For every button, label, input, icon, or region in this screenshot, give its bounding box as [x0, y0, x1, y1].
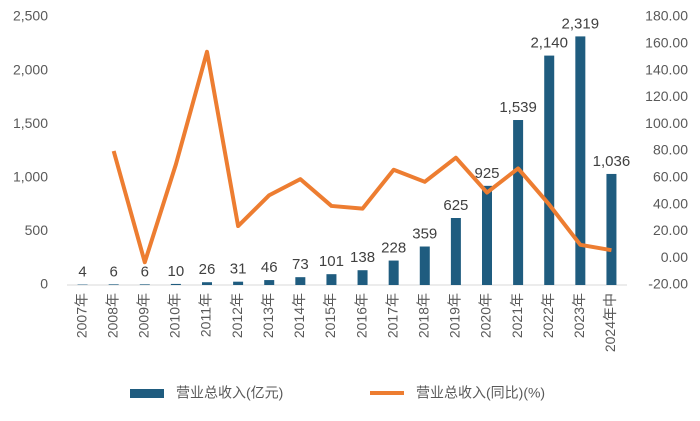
value-label: 2,319	[562, 15, 600, 32]
y2-tick-label: 0.00	[661, 249, 688, 265]
x-tick-label: 2023年	[571, 293, 587, 338]
bar	[202, 282, 212, 285]
x-tick-label: 2009年	[135, 293, 151, 338]
value-label: 6	[141, 263, 149, 280]
y2-tick-label: 160.00	[645, 35, 688, 51]
bar	[482, 186, 492, 285]
bar	[233, 282, 243, 285]
line	[114, 52, 612, 262]
x-tick-label: 2024年中	[602, 293, 618, 352]
value-label: 101	[319, 253, 344, 270]
x-tick-label: 2018年	[415, 293, 431, 338]
legend-label: 营业总收入(亿元)	[176, 385, 283, 401]
value-label: 625	[443, 197, 468, 214]
x-tick-label: 2011年	[198, 293, 214, 337]
y2-tick-label: 100.00	[645, 115, 688, 131]
value-label: 31	[230, 261, 247, 278]
y2-tick-label: 40.00	[653, 195, 688, 211]
x-tick-label: 2022年	[540, 293, 556, 338]
x-tick-label: 2010年	[167, 293, 183, 338]
value-label: 228	[381, 240, 406, 257]
x-tick-label: 2007年	[73, 293, 89, 338]
y-tick-label: 1,500	[13, 115, 48, 131]
y-tick-label: 2,500	[13, 8, 48, 24]
legend-swatch	[130, 389, 164, 398]
y2-tick-label: 140.00	[645, 61, 688, 77]
x-tick-label: 2020年	[478, 293, 494, 338]
x-tick-label: 2021年	[509, 293, 525, 338]
y2-tick-label: 20.00	[653, 222, 688, 238]
value-label: 26	[199, 261, 216, 278]
bar	[575, 36, 585, 285]
bar	[420, 247, 430, 285]
value-label: 359	[412, 225, 437, 242]
x-tick-label: 2019年	[447, 293, 463, 338]
bar	[513, 120, 523, 285]
value-label: 4	[78, 264, 86, 281]
bar	[451, 218, 461, 285]
x-tick-label: 2008年	[104, 293, 120, 338]
value-label: 73	[292, 256, 309, 273]
x-tick-label: 2014年	[291, 293, 307, 338]
y-tick-label: 0	[40, 276, 48, 292]
value-label: 46	[261, 259, 278, 276]
bar	[326, 274, 336, 285]
x-tick-label: 2012年	[229, 293, 245, 338]
y2-tick-label: 120.00	[645, 88, 688, 104]
bar	[606, 174, 616, 285]
bar	[171, 284, 181, 285]
y2-tick-label: 80.00	[653, 142, 688, 158]
value-label: 1,036	[593, 153, 631, 170]
legend-label: 营业总收入(同比)(%)	[416, 385, 545, 401]
value-label: 6	[109, 263, 117, 280]
y-tick-label: 1,000	[13, 169, 48, 185]
bar	[264, 280, 274, 285]
value-label: 138	[350, 249, 375, 266]
bar	[544, 56, 554, 285]
value-label: 10	[168, 263, 185, 280]
y-tick-label: 2,000	[13, 61, 48, 77]
y-tick-label: 500	[25, 222, 49, 238]
y2-tick-label: 60.00	[653, 169, 688, 185]
bar	[389, 261, 399, 285]
x-tick-label: 2016年	[353, 293, 369, 338]
value-label: 1,539	[499, 99, 537, 116]
bar	[140, 284, 150, 285]
bar	[358, 270, 368, 285]
bar	[295, 277, 305, 285]
x-tick-label: 2015年	[322, 293, 338, 338]
x-tick-label: 2013年	[260, 293, 276, 338]
x-tick-label: 2017年	[384, 293, 400, 338]
value-label: 925	[474, 165, 499, 182]
value-label: 2,140	[530, 35, 568, 52]
y2-tick-label: -20.00	[648, 276, 688, 292]
y2-tick-label: 180.00	[645, 8, 688, 24]
bar	[109, 284, 119, 285]
